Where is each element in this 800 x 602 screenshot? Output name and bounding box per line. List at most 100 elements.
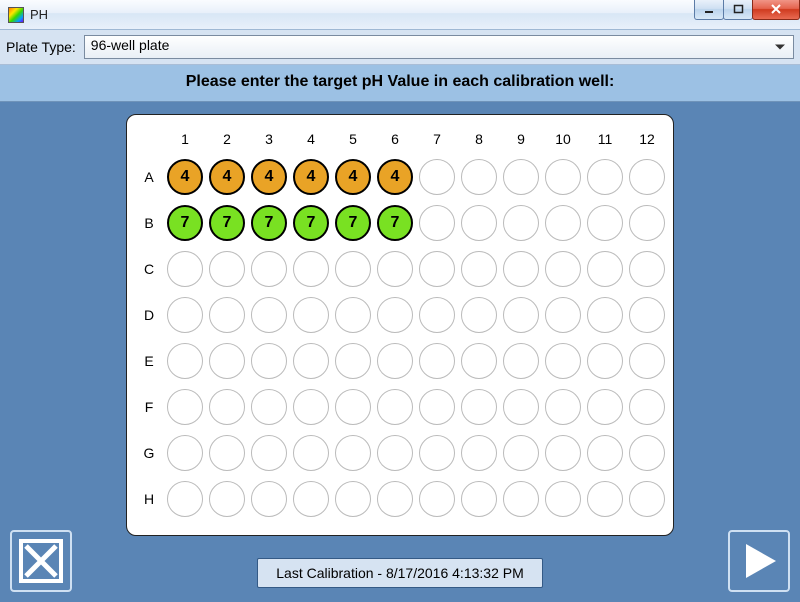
well-B10[interactable]: [545, 205, 581, 241]
well-H9[interactable]: [503, 481, 539, 517]
well-E1[interactable]: [167, 343, 203, 379]
well-D8[interactable]: [461, 297, 497, 333]
well-D12[interactable]: [629, 297, 665, 333]
next-button[interactable]: [728, 530, 790, 592]
well-H4[interactable]: [293, 481, 329, 517]
well-F3[interactable]: [251, 389, 287, 425]
well-D2[interactable]: [209, 297, 245, 333]
well-C7[interactable]: [419, 251, 455, 287]
well-C8[interactable]: [461, 251, 497, 287]
well-G7[interactable]: [419, 435, 455, 471]
well-A11[interactable]: [587, 159, 623, 195]
close-button[interactable]: [752, 0, 800, 20]
well-C11[interactable]: [587, 251, 623, 287]
well-G6[interactable]: [377, 435, 413, 471]
well-E5[interactable]: [335, 343, 371, 379]
well-E4[interactable]: [293, 343, 329, 379]
well-C10[interactable]: [545, 251, 581, 287]
well-B4[interactable]: 7: [293, 205, 329, 241]
well-E10[interactable]: [545, 343, 581, 379]
well-C6[interactable]: [377, 251, 413, 287]
well-F1[interactable]: [167, 389, 203, 425]
well-B2[interactable]: 7: [209, 205, 245, 241]
well-B8[interactable]: [461, 205, 497, 241]
well-H6[interactable]: [377, 481, 413, 517]
well-A8[interactable]: [461, 159, 497, 195]
well-H5[interactable]: [335, 481, 371, 517]
well-B7[interactable]: [419, 205, 455, 241]
well-F5[interactable]: [335, 389, 371, 425]
well-F12[interactable]: [629, 389, 665, 425]
well-E6[interactable]: [377, 343, 413, 379]
well-D5[interactable]: [335, 297, 371, 333]
well-A9[interactable]: [503, 159, 539, 195]
cancel-button[interactable]: [10, 530, 72, 592]
well-A3[interactable]: 4: [251, 159, 287, 195]
well-F6[interactable]: [377, 389, 413, 425]
well-D6[interactable]: [377, 297, 413, 333]
well-E7[interactable]: [419, 343, 455, 379]
well-D1[interactable]: [167, 297, 203, 333]
well-D7[interactable]: [419, 297, 455, 333]
well-A7[interactable]: [419, 159, 455, 195]
well-C9[interactable]: [503, 251, 539, 287]
well-H1[interactable]: [167, 481, 203, 517]
well-G10[interactable]: [545, 435, 581, 471]
well-F8[interactable]: [461, 389, 497, 425]
well-A1[interactable]: 4: [167, 159, 203, 195]
well-H2[interactable]: [209, 481, 245, 517]
minimize-button[interactable]: [694, 0, 724, 20]
well-D10[interactable]: [545, 297, 581, 333]
well-G3[interactable]: [251, 435, 287, 471]
well-C12[interactable]: [629, 251, 665, 287]
well-G4[interactable]: [293, 435, 329, 471]
well-C5[interactable]: [335, 251, 371, 287]
well-A5[interactable]: 4: [335, 159, 371, 195]
well-G1[interactable]: [167, 435, 203, 471]
well-F9[interactable]: [503, 389, 539, 425]
well-G2[interactable]: [209, 435, 245, 471]
well-E3[interactable]: [251, 343, 287, 379]
well-E11[interactable]: [587, 343, 623, 379]
well-E2[interactable]: [209, 343, 245, 379]
well-H8[interactable]: [461, 481, 497, 517]
well-H7[interactable]: [419, 481, 455, 517]
well-B6[interactable]: 7: [377, 205, 413, 241]
well-H12[interactable]: [629, 481, 665, 517]
well-E12[interactable]: [629, 343, 665, 379]
well-B12[interactable]: [629, 205, 665, 241]
well-C1[interactable]: [167, 251, 203, 287]
well-A2[interactable]: 4: [209, 159, 245, 195]
well-B11[interactable]: [587, 205, 623, 241]
well-B5[interactable]: 7: [335, 205, 371, 241]
well-C4[interactable]: [293, 251, 329, 287]
well-G8[interactable]: [461, 435, 497, 471]
well-E8[interactable]: [461, 343, 497, 379]
well-B3[interactable]: 7: [251, 205, 287, 241]
well-D11[interactable]: [587, 297, 623, 333]
well-C3[interactable]: [251, 251, 287, 287]
well-H3[interactable]: [251, 481, 287, 517]
well-G11[interactable]: [587, 435, 623, 471]
well-F7[interactable]: [419, 389, 455, 425]
well-F11[interactable]: [587, 389, 623, 425]
maximize-button[interactable]: [723, 0, 753, 20]
well-B9[interactable]: [503, 205, 539, 241]
well-H10[interactable]: [545, 481, 581, 517]
well-H11[interactable]: [587, 481, 623, 517]
well-G5[interactable]: [335, 435, 371, 471]
well-G12[interactable]: [629, 435, 665, 471]
well-C2[interactable]: [209, 251, 245, 287]
plate-type-select[interactable]: 96-well plate: [84, 35, 794, 59]
well-F4[interactable]: [293, 389, 329, 425]
well-A4[interactable]: 4: [293, 159, 329, 195]
well-F2[interactable]: [209, 389, 245, 425]
well-D9[interactable]: [503, 297, 539, 333]
well-A6[interactable]: 4: [377, 159, 413, 195]
well-A12[interactable]: [629, 159, 665, 195]
well-G9[interactable]: [503, 435, 539, 471]
well-A10[interactable]: [545, 159, 581, 195]
well-D3[interactable]: [251, 297, 287, 333]
well-E9[interactable]: [503, 343, 539, 379]
well-B1[interactable]: 7: [167, 205, 203, 241]
